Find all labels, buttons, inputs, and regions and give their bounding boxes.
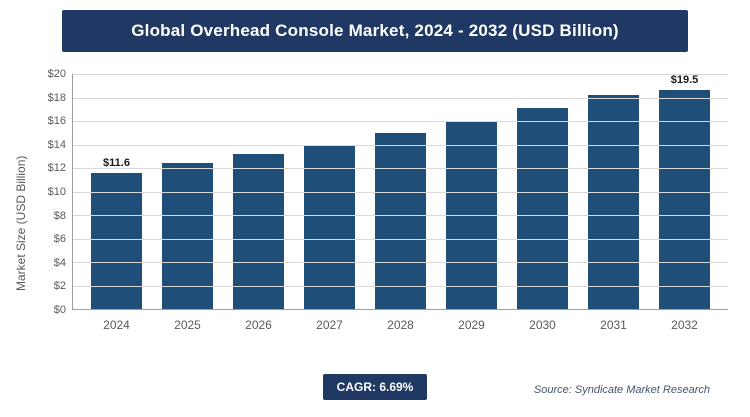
- bar-data-label: $19.5: [670, 74, 699, 86]
- cagr-badge: CAGR: 6.69%: [322, 374, 428, 400]
- bar: [587, 95, 640, 309]
- y-tick-label: $4: [53, 256, 66, 269]
- bar-column-2026: [223, 74, 294, 309]
- gridline: [73, 121, 728, 122]
- bar-column-2030: [507, 74, 578, 309]
- y-tick-label: $6: [53, 233, 66, 246]
- plot-area: $11.6 $19.5: [72, 74, 728, 310]
- bar: [161, 163, 214, 309]
- x-tick-label: 2028: [387, 318, 414, 332]
- gridline: [73, 215, 728, 216]
- gridline: [73, 238, 728, 240]
- x-tick-label: 2029: [458, 318, 485, 332]
- gridline: [73, 74, 728, 75]
- bar-column-2027: [294, 74, 365, 309]
- gridline: [73, 97, 728, 99]
- y-axis-title: Market Size (USD Billion): [14, 155, 28, 291]
- bar-column-2032: $19.5: [649, 74, 720, 309]
- bar: [374, 132, 427, 309]
- y-tick-label: $2: [53, 280, 66, 293]
- y-tick-label: $12: [47, 162, 66, 175]
- gridline: [73, 262, 728, 263]
- x-tick-label: 2030: [529, 318, 556, 332]
- x-tick-label: 2032: [671, 318, 698, 332]
- bar: [232, 153, 285, 309]
- y-tick-label: $10: [47, 186, 66, 198]
- y-tick-label: $8: [53, 209, 66, 222]
- y-axis-ticks: $0 $2 $4 $6 $8 $10 $12 $14 $16 $18 $20: [32, 68, 72, 316]
- y-tick-label: $20: [47, 68, 66, 80]
- x-axis: 2024 2025 2026 2027 2028 2029 2030 2031 2032: [73, 318, 728, 332]
- bar-column-2031: [578, 74, 649, 309]
- chart-area: Market Size (USD Billion) $0 $2 $4 $6 $8 $10 $…: [10, 68, 728, 342]
- chart-title: Global Overhead Console Market, 2024 - 2…: [131, 21, 619, 40]
- gridline: [73, 285, 728, 287]
- x-tick-label: 2027: [316, 318, 343, 332]
- gridline: [73, 191, 728, 193]
- x-tick-label: 2026: [245, 318, 272, 332]
- bar: [516, 108, 569, 309]
- gridline: [73, 144, 728, 146]
- y-tick-label: $0: [53, 304, 66, 316]
- bar-data-label: $11.6: [103, 156, 130, 169]
- y-tick-label: $14: [47, 138, 66, 151]
- y-tick-label: $18: [47, 91, 66, 104]
- x-tick-label: 2024: [103, 318, 130, 332]
- bars: $11.6 $19.5: [73, 74, 728, 309]
- bar-column-2025: [152, 74, 223, 309]
- bar: [658, 90, 711, 309]
- gridline: [73, 168, 728, 169]
- x-tick-label: 2031: [600, 318, 627, 332]
- bar: [303, 144, 356, 309]
- chart-footer: CAGR: 6.69% Source: Syndicate Market Res…: [0, 372, 750, 402]
- bar: [90, 172, 143, 309]
- chart-title-banner: Global Overhead Console Market, 2024 - 2…: [62, 10, 688, 52]
- plot-column: $11.6 $19.5 2024 2025 2026 2027 2028 2029 2030 2…: [72, 74, 728, 342]
- source-attribution: Source: Syndicate Market Research: [533, 384, 710, 396]
- x-tick-label: 2025: [174, 318, 201, 332]
- y-tick-label: $16: [47, 115, 66, 128]
- bar-column-2028: [365, 74, 436, 309]
